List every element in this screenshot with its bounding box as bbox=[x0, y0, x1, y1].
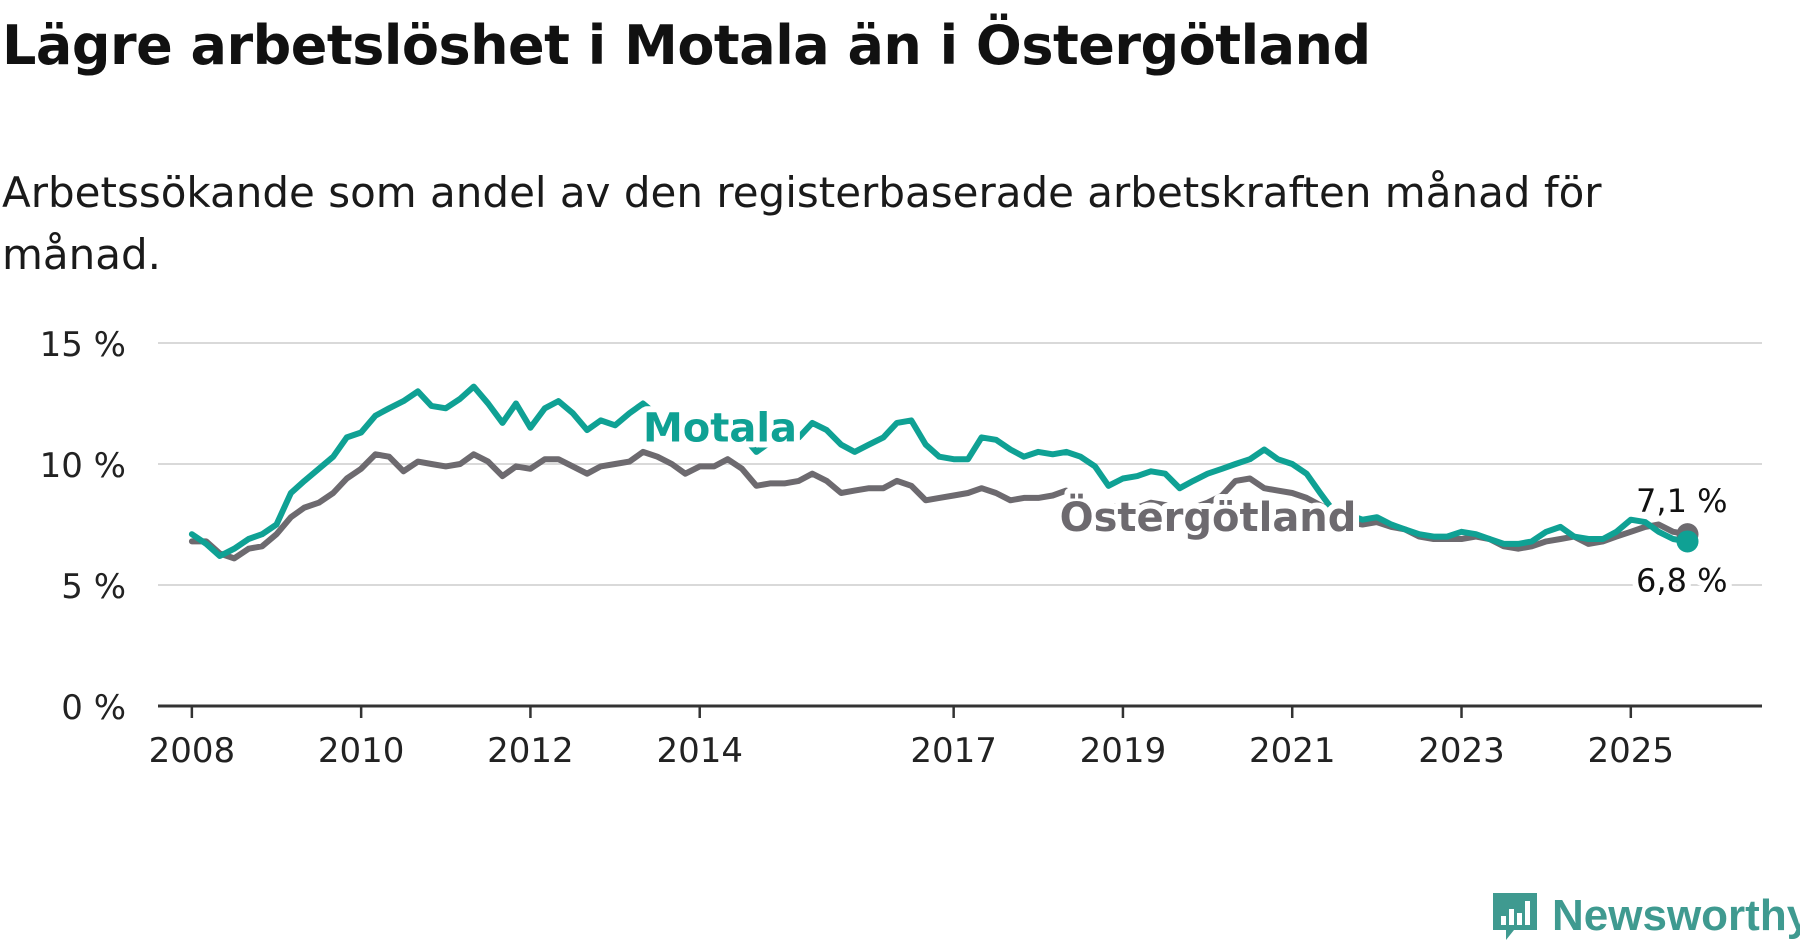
x-tick-label-2010: 2010 bbox=[318, 731, 405, 771]
end-label-ostergotland: 7,1 % bbox=[1636, 482, 1727, 520]
y-tick-label-0: 0 % bbox=[61, 688, 126, 728]
series-label-ostergotland: Östergötland bbox=[1060, 493, 1357, 541]
x-tick-label-2025: 2025 bbox=[1588, 731, 1675, 771]
y-tick-label-10: 10 % bbox=[40, 446, 126, 486]
x-tick-label-2023: 2023 bbox=[1418, 731, 1505, 771]
x-tick-label-2012: 2012 bbox=[487, 731, 574, 771]
x-tick-label-2021: 2021 bbox=[1249, 731, 1336, 771]
x-tick-label-2017: 2017 bbox=[910, 731, 997, 771]
x-tick-label-2014: 2014 bbox=[656, 731, 743, 771]
chart-subtitle: Arbetssökande som andel av den registerb… bbox=[2, 168, 1602, 279]
y-tick-label-15: 15 % bbox=[40, 325, 126, 365]
newsworthy-logo[interactable]: Newsworthy bbox=[1490, 890, 1800, 942]
newsworthy-chart-icon bbox=[1493, 893, 1537, 940]
series-layer bbox=[188, 383, 1691, 562]
series-line-ostergotland bbox=[188, 448, 1691, 562]
grid-layer: 0 % 5 % 10 % 15 % 2008 2010 2012 2014 2017 2019 20… bbox=[40, 325, 1762, 771]
x-tick-label-2019: 2019 bbox=[1080, 731, 1167, 771]
end-label-motala: 6,8 % bbox=[1636, 561, 1727, 599]
y-tick-label-5: 5 % bbox=[61, 567, 126, 607]
series-label-motala: Motala bbox=[643, 406, 797, 452]
end-marker-motala bbox=[1676, 530, 1699, 553]
x-tick-label-2008: 2008 bbox=[149, 731, 236, 771]
series-line-motala bbox=[188, 383, 1691, 559]
chart-title: Lägre arbetslöshet i Motala än i Östergö… bbox=[2, 14, 1371, 77]
newsworthy-wordmark: Newsworthy bbox=[1552, 891, 1800, 940]
label-layer: Motala Östergötland 7,1 % 6,8 % bbox=[637, 400, 1734, 606]
